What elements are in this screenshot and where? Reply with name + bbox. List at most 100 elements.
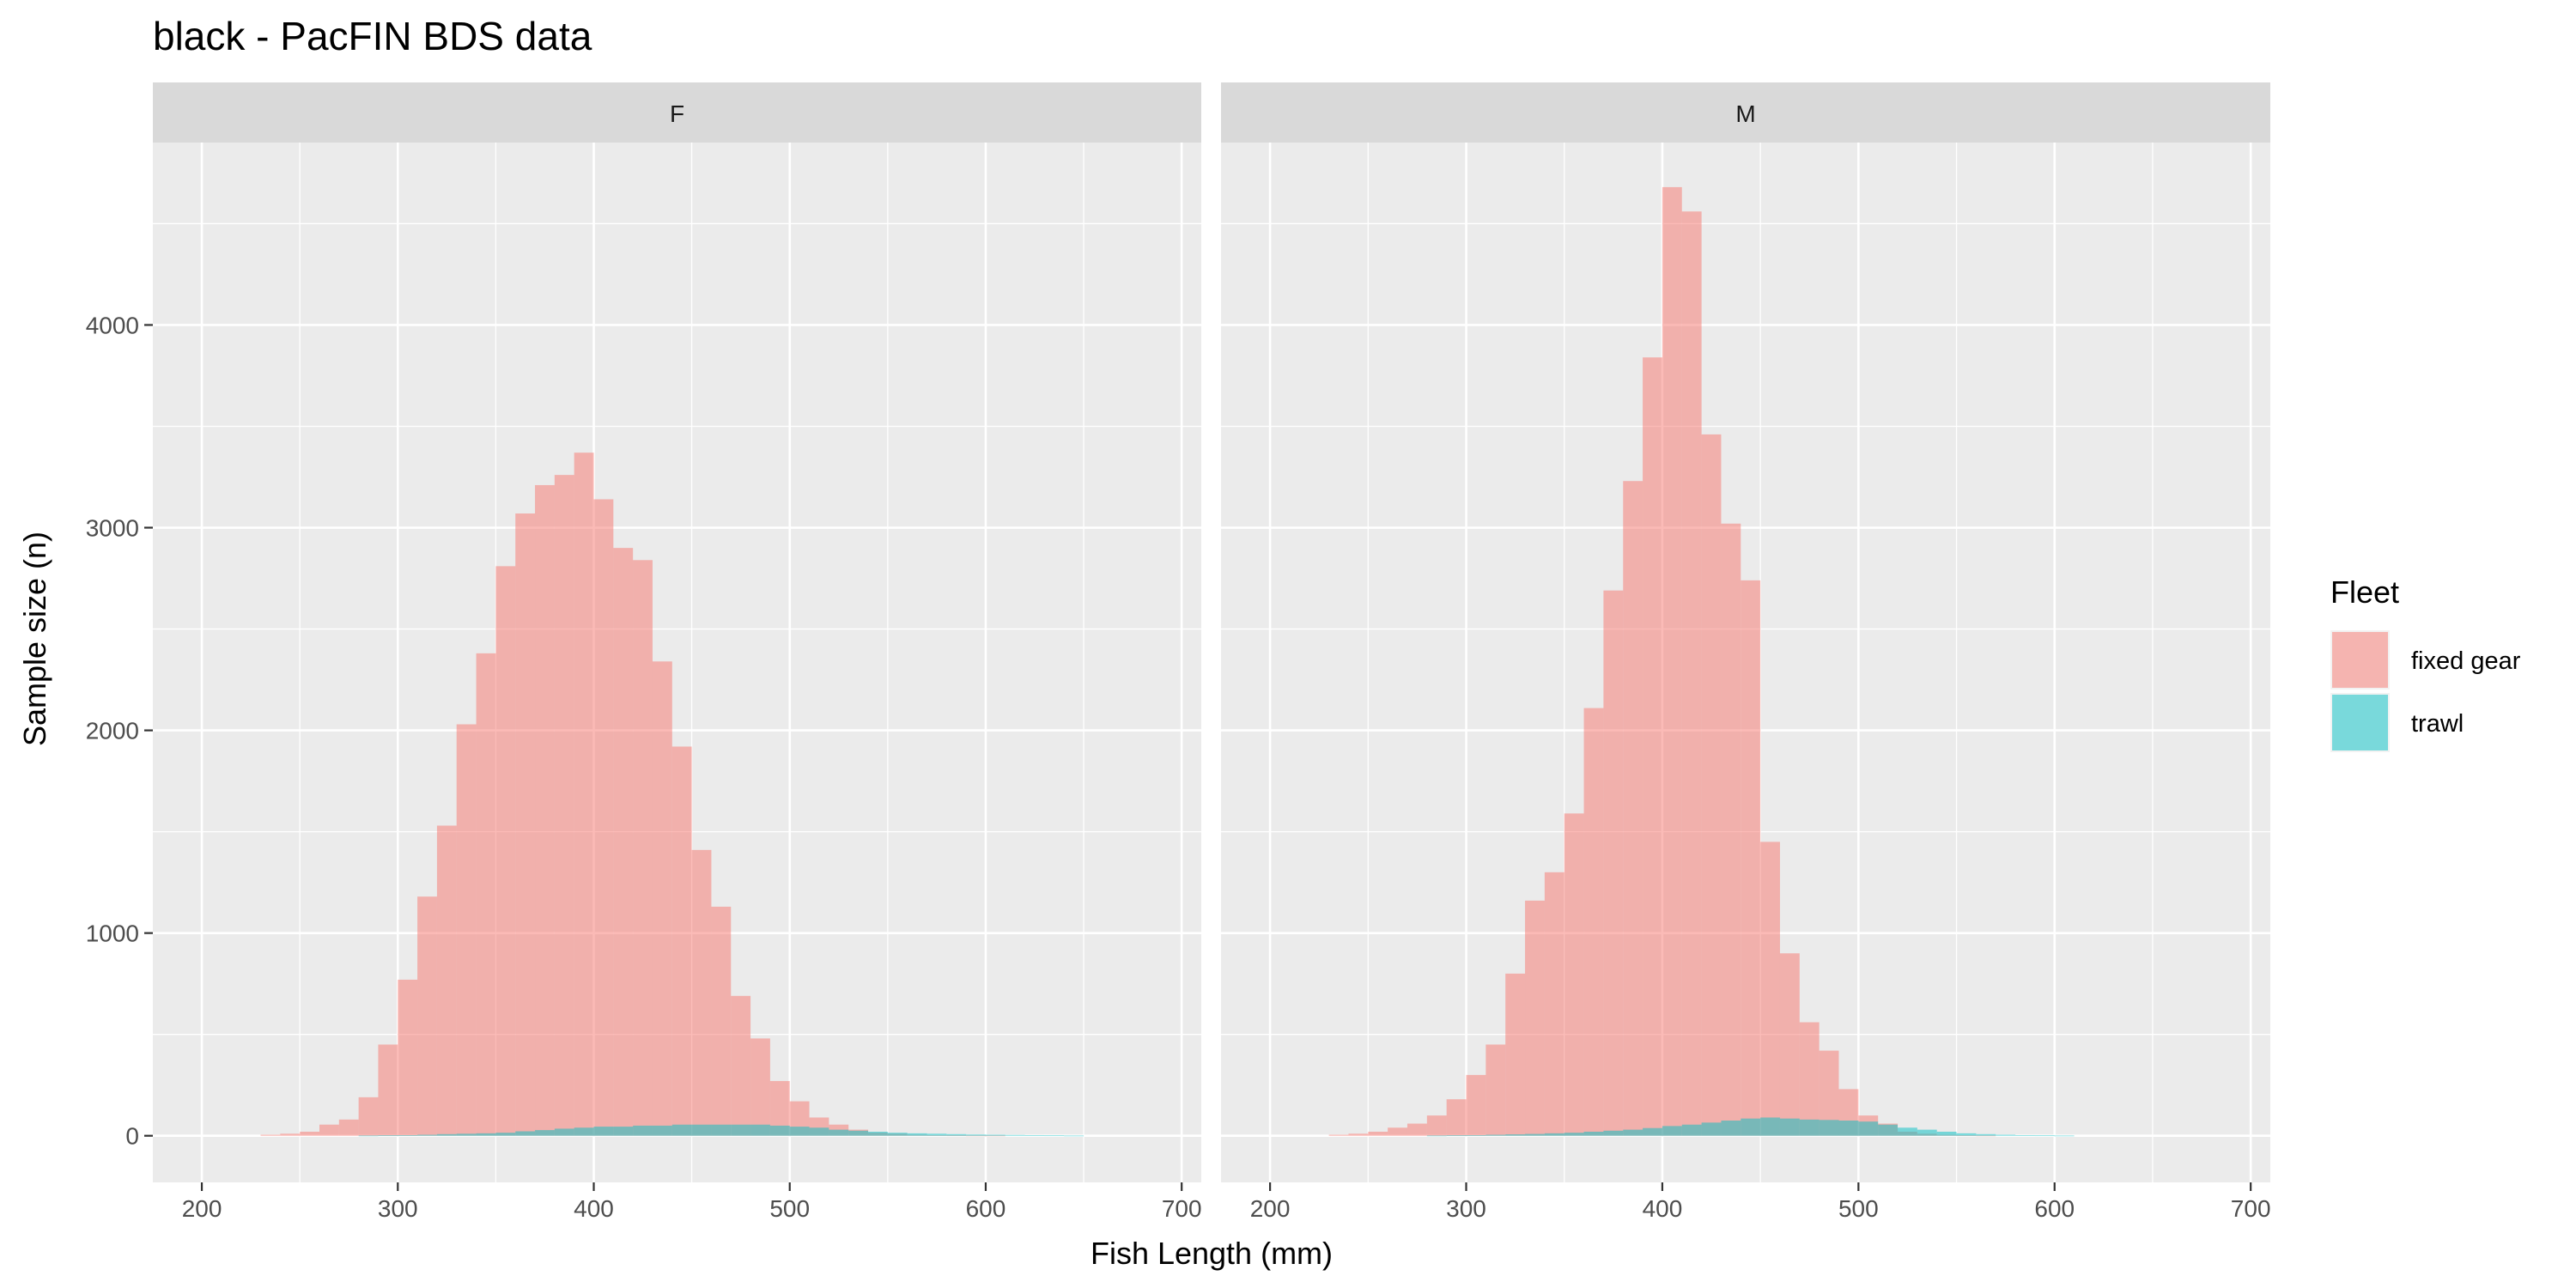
histogram-bar — [1917, 1129, 1937, 1136]
histogram-bar — [1564, 1133, 1584, 1136]
histogram-bar — [495, 1133, 516, 1136]
histogram-bar — [1328, 1134, 1349, 1136]
histogram-bar — [1024, 1134, 1045, 1136]
histogram-bar — [1466, 1074, 1486, 1136]
legend-swatch — [2332, 695, 2388, 750]
x-tick-label: 700 — [1162, 1195, 1202, 1222]
histogram-bar — [985, 1135, 1005, 1137]
histogram-bar — [1779, 953, 1800, 1136]
histogram-bar — [927, 1133, 947, 1136]
histogram-bar — [1064, 1135, 1084, 1137]
histogram-bar — [1779, 1118, 1800, 1136]
histogram-bar — [907, 1133, 927, 1136]
series-fixed-gear — [260, 453, 1005, 1137]
histogram-bar — [1976, 1135, 1996, 1137]
histogram-bar — [574, 1127, 594, 1136]
histogram-bar — [769, 1080, 790, 1136]
histogram-bar — [1348, 1133, 1369, 1136]
histogram-bar — [593, 499, 614, 1136]
histogram-bar — [652, 661, 672, 1136]
histogram-bar — [1005, 1134, 1025, 1136]
histogram-bar — [1446, 1135, 1467, 1137]
x-tick-label: 500 — [1838, 1195, 1879, 1222]
y-axis-title: Sample size (n) — [17, 532, 52, 746]
series-trawl — [358, 1124, 1084, 1137]
histogram-bar — [1760, 841, 1780, 1136]
histogram-bar — [535, 484, 555, 1136]
histogram-bar — [1623, 1129, 1643, 1136]
histogram-bar — [848, 1130, 869, 1136]
legend-entry-fixed-gear: fixed gear — [2330, 630, 2521, 690]
histogram-bar — [1760, 1117, 1780, 1136]
legend: Fleet fixed gear trawl — [2330, 574, 2521, 752]
histogram-bar — [868, 1131, 888, 1136]
histogram-bar — [1485, 1044, 1506, 1136]
facet-strip — [1221, 82, 2270, 143]
histogram-bar — [1858, 1121, 1879, 1136]
histogram-bar — [1505, 1134, 1526, 1136]
histogram-bar — [1505, 973, 1526, 1136]
histogram-bar — [671, 1124, 692, 1136]
histogram-bar — [1544, 872, 1564, 1136]
histogram-bar — [378, 1044, 398, 1136]
histogram-bar — [1721, 523, 1741, 1136]
histogram-bar — [1485, 1134, 1506, 1136]
histogram-bar — [1701, 1122, 1722, 1136]
histogram-bar — [1996, 1134, 2016, 1136]
x-tick-label: 400 — [574, 1195, 614, 1222]
histogram-bar — [711, 906, 732, 1136]
histogram-bar — [495, 566, 516, 1136]
histogram-bar — [574, 453, 594, 1136]
histogram-bar — [1406, 1123, 1427, 1136]
facet-panels: F 200 300 400 500 600 700 0 1000 2000 3000 4000 M 200… — [86, 82, 2271, 1222]
histogram-bar — [1525, 1133, 1545, 1136]
histogram-bar — [338, 1119, 359, 1136]
y-tick-label: 4000 — [86, 312, 139, 338]
histogram-bar — [358, 1135, 379, 1137]
histogram-bar — [1936, 1131, 1957, 1136]
x-tick-label: 300 — [378, 1195, 418, 1222]
histogram-bar — [966, 1135, 986, 1137]
histogram-bar — [260, 1134, 281, 1136]
facet-panel-M: M 200 300 400 500 600 700 — [1221, 82, 2271, 1222]
histogram-bar — [1388, 1127, 1407, 1136]
histogram-bar — [319, 1124, 339, 1136]
histogram-bar — [1721, 1121, 1741, 1136]
histogram-bar — [436, 825, 457, 1136]
chart-title: black - PacFIN BDS data — [153, 14, 592, 58]
histogram-bar — [1819, 1120, 1839, 1136]
histogram-bar — [1623, 481, 1643, 1136]
y-tick-label: 0 — [125, 1123, 139, 1150]
legend-swatch — [2332, 632, 2388, 688]
x-tick-label: 300 — [1446, 1195, 1486, 1222]
histogram-bar — [887, 1133, 908, 1136]
legend-title: Fleet — [2330, 574, 2399, 610]
histogram-bar — [417, 1134, 437, 1136]
histogram-bar — [711, 1124, 732, 1136]
histogram-bar — [652, 1125, 672, 1136]
y-tick-label: 1000 — [86, 920, 139, 947]
histogram-bar — [691, 1124, 712, 1136]
histogram-bar — [1583, 1131, 1604, 1136]
histogram-bar — [671, 746, 692, 1136]
x-axis-title: Fish Length (mm) — [1091, 1236, 1333, 1271]
histogram-bar — [731, 1124, 751, 1136]
histogram-bar — [1799, 1119, 1820, 1136]
histogram-bar — [985, 1134, 1005, 1136]
histogram-bar — [633, 1125, 653, 1136]
histogram-bar — [1662, 1126, 1682, 1136]
histogram-bar — [1544, 1133, 1564, 1136]
histogram-bar — [789, 1127, 810, 1136]
histogram-bar — [417, 896, 437, 1136]
histogram-bar — [829, 1129, 849, 1136]
histogram-bar — [731, 995, 751, 1136]
histogram-bar — [1819, 1050, 1839, 1136]
histogram-bar — [1838, 1121, 1859, 1136]
legend-label: trawl — [2411, 710, 2464, 738]
histogram-bar — [1368, 1131, 1388, 1136]
x-tick-label: 400 — [1643, 1195, 1683, 1222]
histogram-bar — [1799, 1022, 1820, 1136]
histogram-bar — [1044, 1135, 1065, 1137]
facet-panel-F: F 200 300 400 500 600 700 0 1000 2000 3000 4000 — [86, 82, 1202, 1222]
histogram-bar — [456, 1133, 477, 1136]
